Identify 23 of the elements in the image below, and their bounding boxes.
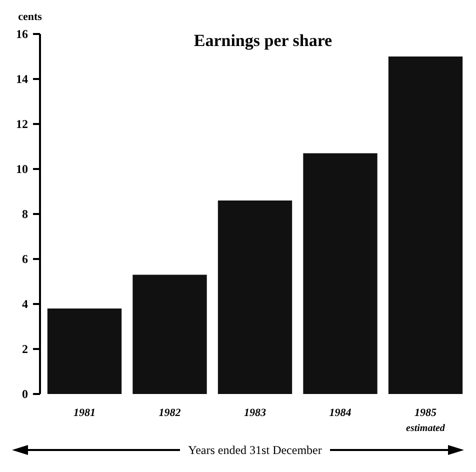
- chart-title: Earnings per share: [194, 31, 333, 50]
- bar: [388, 56, 463, 394]
- x-tick-label: 1982: [158, 407, 182, 419]
- x-axis-title: Years ended 31st December: [188, 443, 322, 458]
- y-tick-label: 2: [22, 342, 28, 356]
- y-tick-label: 10: [16, 162, 28, 176]
- x-tick-label: 1984: [329, 407, 352, 419]
- y-tick-label: 8: [22, 207, 28, 222]
- x-tick-label: 1985: [414, 407, 438, 419]
- y-axis-title: cents: [18, 11, 43, 23]
- y-tick-label: 16: [16, 27, 28, 42]
- text: estimated: [406, 423, 446, 434]
- y-tick-label: 14: [16, 72, 28, 86]
- bar: [218, 200, 292, 394]
- bar: [303, 153, 378, 394]
- bar: [47, 308, 122, 394]
- y-tick-label: 4: [22, 297, 28, 312]
- x-tick-label: 1983: [244, 407, 266, 419]
- y-tick-label: 0: [22, 387, 28, 402]
- y-tick-label: 6: [22, 252, 28, 266]
- x-tick-label: 1981: [73, 407, 96, 419]
- bar: [132, 274, 207, 394]
- y-tick-label: 12: [16, 117, 28, 132]
